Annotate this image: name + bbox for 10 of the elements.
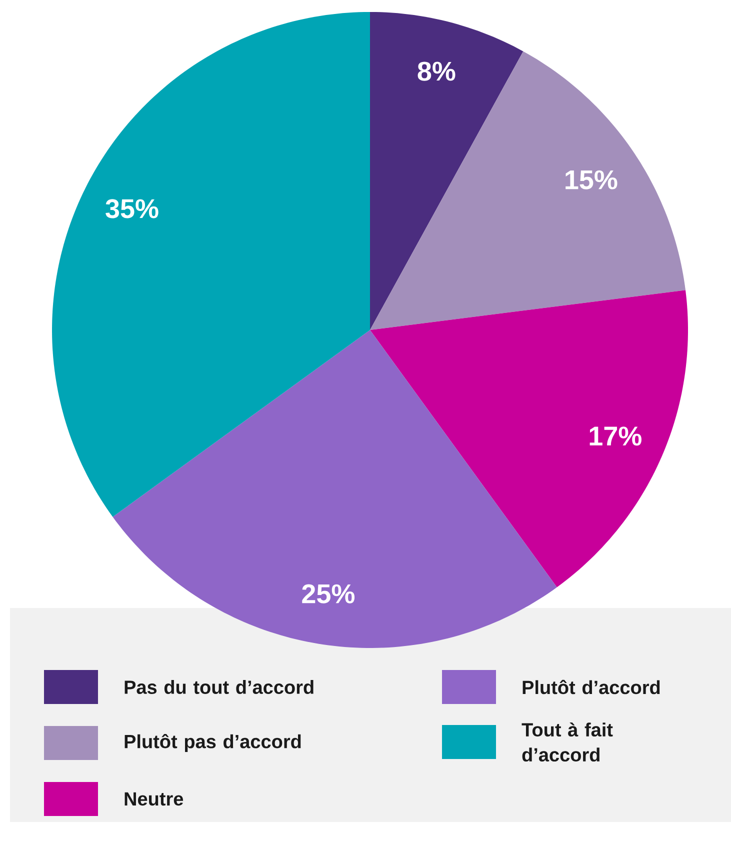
data-label: 8% bbox=[418, 62, 456, 81]
data-label: 25% bbox=[302, 584, 355, 604]
data-label: 17% bbox=[590, 426, 642, 446]
legend-label: Plutôt pas d’accord bbox=[124, 734, 301, 752]
legend-label: Tout à fait d’accord bbox=[522, 722, 613, 762]
legend-label: Neutre bbox=[124, 792, 184, 806]
data-label: 15% bbox=[566, 170, 618, 190]
legend-label: Plutôt d’accord bbox=[522, 680, 660, 694]
data-label: 35% bbox=[106, 199, 158, 218]
legend-label: Pas du tout d’accord bbox=[124, 680, 314, 694]
